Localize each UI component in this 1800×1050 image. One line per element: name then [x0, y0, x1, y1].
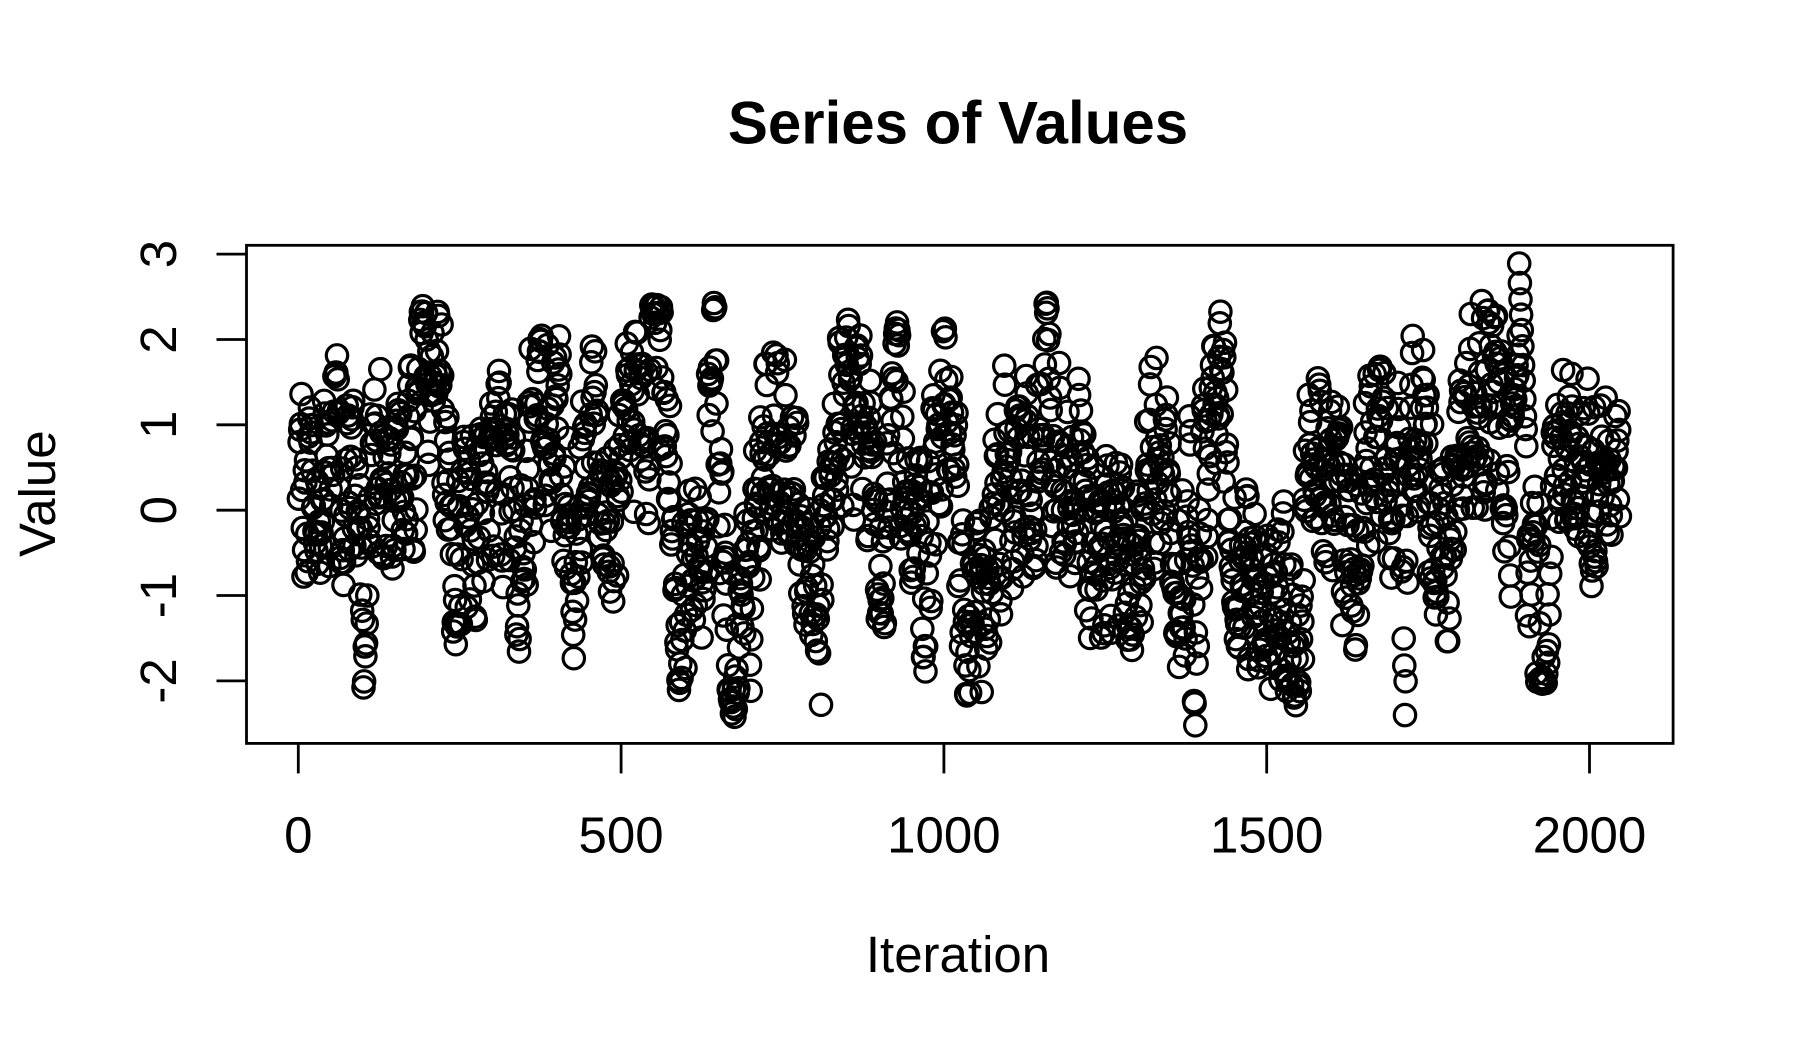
svg-text:2: 2: [130, 325, 187, 353]
svg-text:1000: 1000: [887, 807, 1000, 864]
svg-text:0: 0: [284, 807, 312, 864]
svg-text:500: 500: [579, 807, 664, 864]
svg-text:3: 3: [130, 240, 187, 268]
svg-text:Series of Values: Series of Values: [728, 90, 1188, 157]
svg-text:Value: Value: [9, 430, 66, 557]
svg-text:-2: -2: [130, 658, 187, 703]
svg-text:Iteration: Iteration: [866, 926, 1050, 983]
svg-text:1: 1: [130, 411, 187, 439]
svg-text:1500: 1500: [1210, 807, 1323, 864]
svg-text:-1: -1: [130, 573, 187, 618]
svg-text:2000: 2000: [1533, 807, 1646, 864]
svg-text:0: 0: [130, 496, 187, 524]
